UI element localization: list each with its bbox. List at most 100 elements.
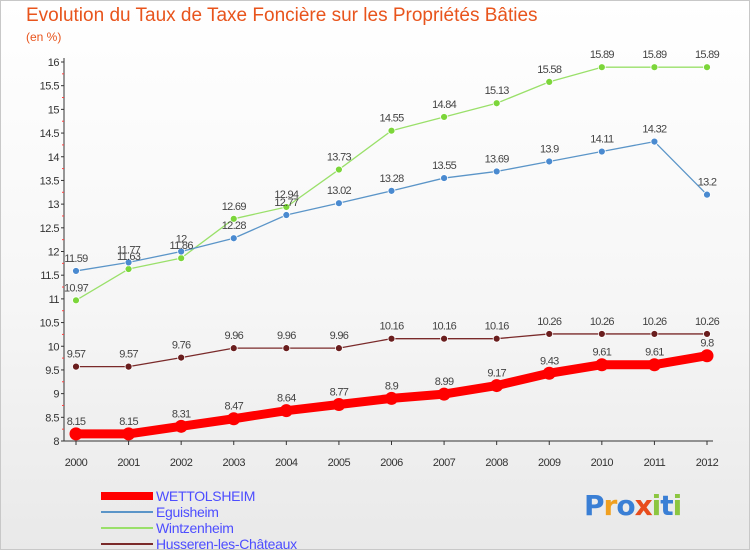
data-point	[122, 427, 136, 441]
x-tick-label: 2008	[485, 457, 508, 469]
data-label: 12	[176, 234, 187, 246]
series-layer	[69, 63, 714, 441]
data-label: 11.86	[170, 240, 194, 252]
data-label: 9.76	[172, 340, 191, 352]
data-point	[229, 234, 238, 243]
data-point	[597, 147, 606, 156]
data-point	[440, 113, 448, 121]
data-point	[492, 99, 501, 108]
data-point	[490, 379, 504, 393]
data-point	[597, 63, 606, 72]
data-point	[282, 203, 291, 211]
data-point	[492, 167, 501, 176]
logo-letter: i	[672, 489, 683, 522]
data-label: 9.96	[330, 330, 349, 342]
data-point	[492, 334, 501, 343]
data-point	[437, 387, 451, 401]
data-point	[545, 330, 554, 338]
data-label: 14.32	[642, 124, 667, 136]
data-point	[282, 344, 291, 353]
legend-swatch	[101, 527, 153, 529]
data-label: 13.28	[379, 173, 404, 185]
data-point	[335, 165, 343, 174]
data-label: 15.89	[695, 49, 720, 61]
data-point	[177, 353, 186, 362]
data-label: 9.61	[593, 347, 612, 359]
data-label: 13.73	[327, 152, 352, 164]
x-tick-label: 2006	[380, 457, 403, 469]
data-point	[69, 427, 83, 441]
data-label: 13.02	[327, 185, 352, 197]
data-labels: 8.15 8.15 8.31 8.47 8.64 8.77 8.9 8.99 9.17 9.43 9…	[64, 49, 720, 428]
data-label: 8.99	[435, 376, 454, 388]
legend-item: Wintzenheim	[101, 520, 361, 536]
unit-label: (en %)	[26, 30, 62, 44]
data-label: 9.96	[277, 330, 296, 342]
y-tick-label: 15	[48, 104, 60, 116]
data-label: 8.15	[67, 416, 86, 428]
data-label: 9.57	[67, 349, 86, 361]
logo-letter: i	[651, 489, 662, 522]
legend-label: WETTOLSHEIM	[156, 488, 256, 504]
data-label: 10.16	[379, 321, 404, 333]
x-tick-label: 2011	[644, 457, 666, 469]
data-point	[440, 174, 448, 182]
logo-letter: r	[603, 489, 618, 522]
data-label: 12.28	[222, 220, 247, 232]
x-tick-label: 2007	[433, 457, 456, 469]
data-label: 15.89	[642, 49, 667, 61]
data-label: 13.2	[698, 177, 717, 189]
y-tick-label: 13.5	[40, 175, 60, 187]
data-point	[282, 211, 291, 219]
y-tick-label: 11.5	[40, 270, 59, 282]
data-point	[174, 419, 188, 433]
legend: WETTOLSHEIM Eguisheim Wintzenheim Husseren-…	[101, 488, 361, 552]
data-point	[124, 258, 133, 267]
y-tick-label: 8	[53, 436, 59, 448]
data-label: 9.96	[224, 330, 243, 342]
data-label: 9.43	[540, 355, 559, 367]
data-label: 14.55	[379, 113, 404, 125]
data-label: 10.26	[695, 316, 720, 328]
x-tick-label: 2001	[117, 457, 140, 469]
data-point	[545, 157, 554, 166]
x-tick-label: 2004	[275, 457, 298, 469]
data-label: 8.64	[277, 393, 296, 405]
x-tick-label: 2009	[538, 457, 561, 469]
data-point	[385, 391, 398, 405]
data-label: 11.59	[64, 253, 88, 265]
data-label: 10.97	[64, 282, 89, 294]
data-label: 8.77	[330, 387, 349, 399]
y-tick-label: 14	[48, 152, 60, 164]
chart-title: Evolution du Taux de Taxe Foncière sur l…	[26, 5, 538, 26]
data-point	[72, 267, 80, 275]
legend-item: Husseren-les-Châteaux	[101, 536, 361, 552]
data-label: 15.13	[485, 85, 510, 97]
data-label: 14.11	[590, 134, 614, 146]
x-tick-label: 2010	[591, 457, 614, 469]
data-label: 15.58	[537, 64, 562, 76]
data-point	[650, 330, 659, 338]
data-point	[387, 126, 396, 135]
proxiti-logo: Proxiti	[584, 489, 683, 522]
data-point	[335, 344, 343, 353]
data-point	[279, 404, 293, 418]
data-point	[387, 186, 396, 195]
data-point	[124, 362, 133, 371]
data-point	[227, 412, 241, 426]
logo-letter: P	[584, 489, 605, 522]
data-label: 9.57	[119, 349, 138, 361]
data-point	[72, 296, 80, 305]
data-label: 8.9	[385, 380, 399, 392]
data-point	[229, 344, 238, 353]
data-point	[650, 63, 659, 72]
y-tick-label: 11	[49, 294, 60, 306]
data-label: 13.9	[540, 143, 559, 155]
data-point	[440, 334, 448, 343]
legend-label: Husseren-les-Châteaux	[156, 536, 297, 552]
y-tick-label: 10	[48, 341, 60, 353]
data-point	[595, 358, 609, 372]
data-point	[545, 77, 554, 86]
data-label: 10.26	[590, 316, 615, 328]
